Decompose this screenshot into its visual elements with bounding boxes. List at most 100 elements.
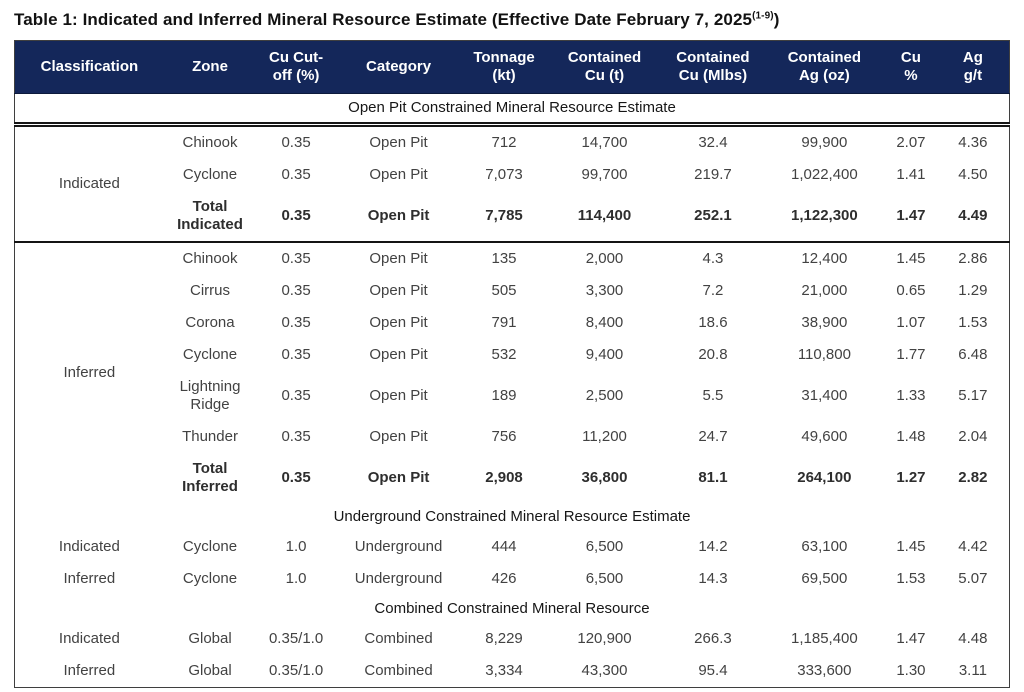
cell-cu_pct: 2.07 [896, 134, 926, 151]
cell-cu_pct: 1.27 [896, 469, 926, 486]
cell-ag_oz: 99,900 [801, 134, 848, 151]
table-title-footnote-ref: (1-9) [752, 10, 774, 22]
cell-cutoff: 0.35 [281, 250, 311, 267]
cell-zone: Cyclone [182, 166, 238, 183]
cell-cu_t: 11,200 [582, 428, 627, 445]
table-body: Open Pit Constrained Mineral Resource Es… [14, 93, 1010, 688]
table-row: Corona 0.35 Open Pit 791 8,400 18.6 38,900 1.07… [15, 307, 1010, 339]
cell-ag_oz: 21,000 [801, 282, 848, 299]
cell-ag_gpt: 2.82 [958, 469, 988, 486]
section-header-label: Open Pit Constrained Mineral Resource Es… [14, 93, 1010, 127]
cell-cutoff: 0.35 [281, 282, 311, 299]
cell-cu_t: 114,400 [546, 191, 663, 243]
cell-cu_mlbs: 95.4 [698, 662, 728, 679]
cell-ag_oz: 38,900 [801, 314, 848, 331]
mineral-resource-table: Classification Zone Cu Cut- off (%) Categor… [14, 40, 1010, 688]
cell-cu_mlbs: 4.3 [702, 250, 724, 267]
cell-zone: Chinook [182, 134, 238, 151]
section-header-row: Open Pit Constrained Mineral Resource Es… [14, 93, 1010, 127]
cell-category: Underground [354, 570, 443, 587]
cell-tonnage: 189 [491, 387, 517, 404]
cell-cu_mlbs: 32.4 [698, 134, 728, 151]
cell-zone: Cyclone [182, 346, 238, 363]
cell-cu_mlbs: 24.7 [698, 428, 728, 445]
table-header: Classification Zone Cu Cut- off (%) Categor… [14, 40, 1010, 94]
cell-classification: Indicated [14, 124, 164, 243]
cell-tonnage: 7,073 [485, 166, 523, 183]
cell-classification: Indicated [58, 630, 120, 647]
cell-cu_mlbs: 219.7 [694, 166, 732, 183]
col-header-ag_oz: Contained Ag (oz) [763, 40, 886, 94]
cell-cu_t: 2,000 [585, 250, 624, 267]
section-header-row: Combined Constrained Mineral Resource [15, 595, 1010, 623]
cell-cu_pct: 1.47 [896, 630, 926, 647]
cell-category: Open Pit [369, 428, 428, 445]
cell-ag_oz: 69,500 [801, 570, 848, 587]
cell-cutoff: 0.35 [281, 346, 311, 363]
table-row: Inferred Chinook 0.35 Open Pit 135 2,000 4.3 12… [15, 242, 1010, 381]
cell-ag_oz: 31,400 [801, 387, 848, 404]
cell-tonnage: 3,334 [485, 662, 523, 679]
table-title-text: Table 1: Indicated and Inferred Mineral … [14, 10, 753, 29]
cell-cu_pct: 1.07 [896, 314, 926, 331]
cell-cu_t: 9,400 [585, 346, 624, 363]
col-header-category: Category [335, 40, 462, 94]
cell-cu_pct: 1.47 [885, 191, 937, 243]
cell-ag_gpt: 6.48 [958, 346, 988, 363]
cell-ag_gpt: 4.36 [958, 134, 988, 151]
cell-ag_oz: 333,600 [797, 662, 852, 679]
col-header-cu_t: Contained Cu (t) [546, 40, 663, 94]
cell-tonnage: 532 [491, 346, 517, 363]
table-row: Indicated Chinook 0.35 Open Pit 712 14,700 32.… [14, 124, 1010, 243]
cell-category: Open Pit [369, 387, 428, 404]
cell-ag_gpt: 4.48 [958, 630, 988, 647]
cell-zone: Thunder [182, 428, 238, 445]
col-header-cu_pct: Cu % [885, 40, 937, 94]
col-header-cutoff: Cu Cut- off (%) [256, 40, 336, 94]
cell-tonnage: 712 [491, 134, 517, 151]
col-header-ag_gpt: Ag g/t [936, 40, 1010, 94]
cell-zone: Total Inferred [182, 460, 238, 495]
table-row: Indicated Global 0.35/1.0 Combined 8,229 120,… [15, 623, 1010, 655]
cell-cu_t: 6,500 [585, 570, 624, 587]
cell-ag_oz: 1,185,400 [791, 630, 858, 647]
cell-category: Open Pit [367, 469, 430, 486]
cell-cu_pct: 1.48 [896, 428, 926, 445]
cell-cutoff: 0.35 [256, 191, 336, 243]
cell-cu_mlbs: 14.3 [698, 570, 728, 587]
cell-category: Combined [364, 662, 433, 679]
cell-ag_gpt: 1.29 [958, 282, 988, 299]
cell-cu_t: 99,700 [581, 166, 628, 183]
cell-cutoff: 0.35/1.0 [268, 630, 324, 647]
cell-category: Open Pit [369, 250, 428, 267]
cell-tonnage: 756 [491, 428, 517, 445]
cell-ag_gpt: 2.04 [958, 428, 988, 445]
cell-cu_pct: 0.65 [896, 282, 926, 299]
cell-ag_gpt: 5.07 [958, 570, 988, 587]
cell-cutoff: 0.35 [281, 469, 311, 486]
cell-zone: Cyclone [182, 570, 238, 587]
cell-cu_t: 3,300 [585, 282, 624, 299]
cell-cutoff: 0.35/1.0 [268, 662, 324, 679]
cell-cu_pct: 1.77 [896, 346, 926, 363]
cell-cu_mlbs: 5.5 [702, 387, 724, 404]
cell-ag_oz: 264,100 [797, 469, 852, 486]
cell-ag_gpt: 4.50 [958, 166, 988, 183]
cell-cu_t: 6,500 [585, 538, 624, 555]
cell-ag_oz: 110,800 [797, 346, 851, 363]
table-row: Inferred Global 0.35/1.0 Combined 3,334 43,30… [15, 655, 1010, 688]
cell-cu_mlbs: 7.2 [702, 282, 724, 299]
section-header-label: Underground Constrained Mineral Resource… [333, 508, 691, 525]
cell-zone: Total Indicated [163, 191, 257, 243]
cell-zone: Global [188, 662, 232, 679]
table-row: Cirrus 0.35 Open Pit 505 3,300 7.2 21,000 0.65 1… [15, 275, 1010, 307]
cell-cu_mlbs: 20.8 [698, 346, 728, 363]
col-header-cu_mlbs: Contained Cu (Mlbs) [662, 40, 764, 94]
table-row: Cyclone 0.35 Open Pit 532 9,400 20.8 110,800 1.… [15, 339, 1010, 371]
cell-cu_pct: 1.53 [896, 570, 926, 587]
cell-tonnage: 8,229 [485, 630, 523, 647]
cell-cutoff: 0.35 [281, 387, 311, 404]
table-row: Indicated Cyclone 1.0 Underground 444 6,500 14… [15, 531, 1010, 563]
cell-zone: Corona [185, 314, 235, 331]
cell-cutoff: 0.35 [281, 134, 311, 151]
